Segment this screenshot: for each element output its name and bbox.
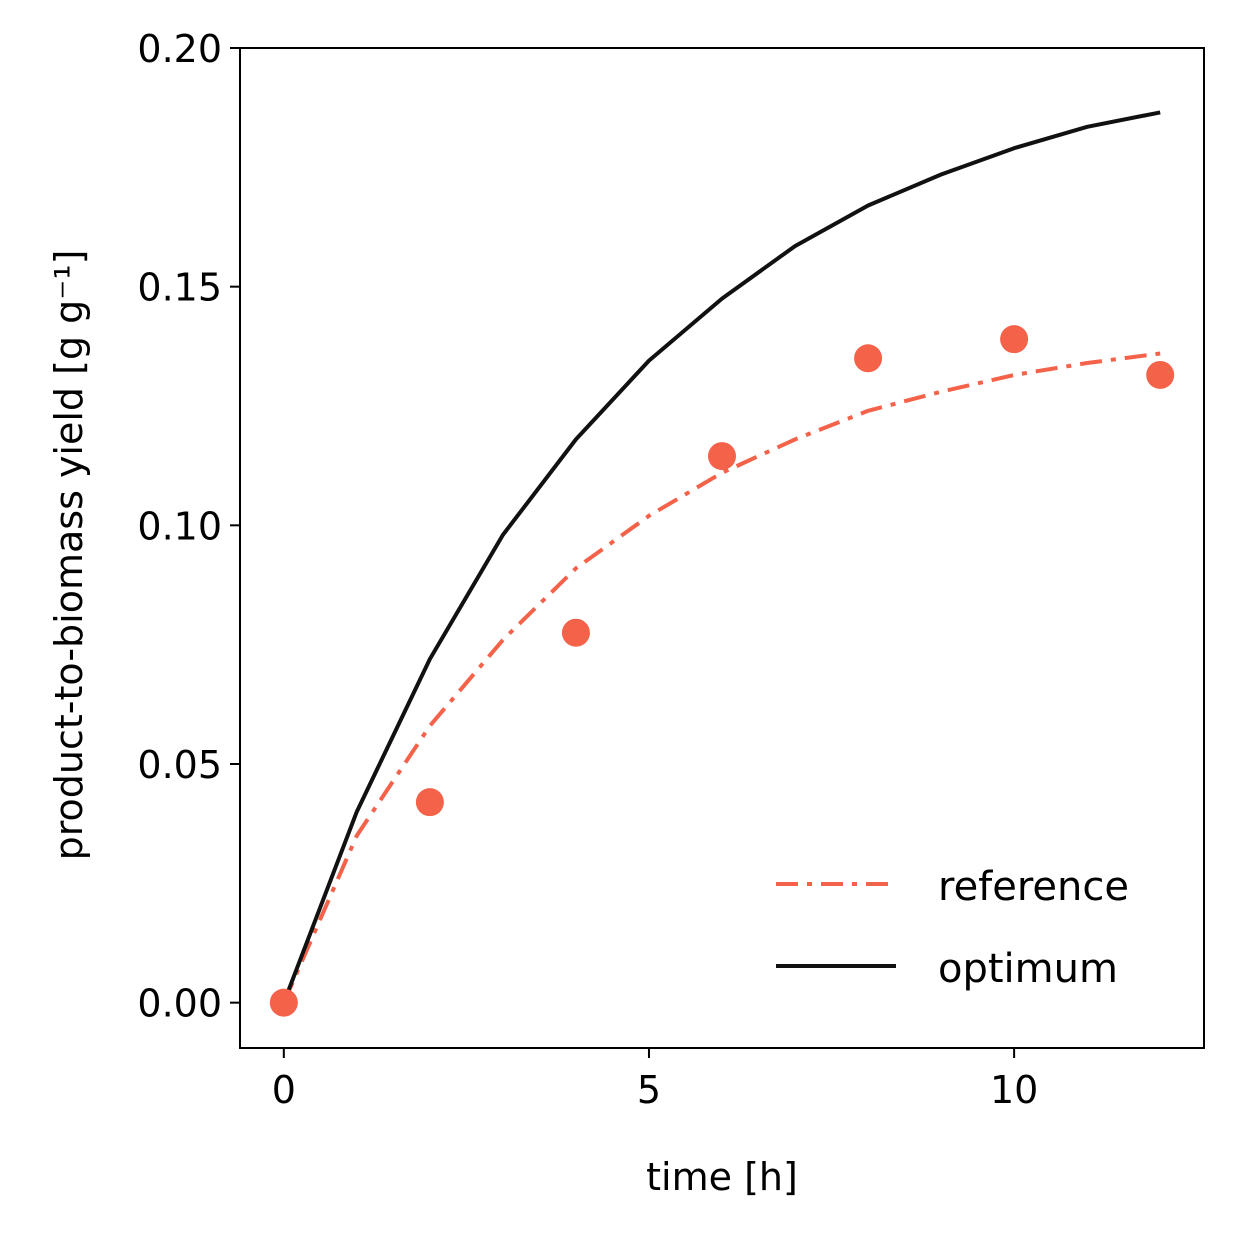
plot-background [240, 48, 1204, 1048]
x-tick-label: 5 [637, 1068, 661, 1112]
y-tick-label: 0.20 [137, 27, 222, 71]
x-axis-label: time [h] [646, 1155, 798, 1199]
legend-label-reference: reference [938, 864, 1129, 910]
data-point [854, 344, 883, 373]
scatter-points-layer [269, 325, 1175, 1017]
y-tick-label: 0.15 [137, 266, 222, 310]
y-tick-label: 0.10 [137, 504, 222, 548]
y-tick-label: 0.00 [137, 982, 222, 1026]
series-layer [281, 110, 1161, 1004]
y-axis-ticks: 0.00 0.05 0.10 0.15 0.20 [137, 27, 240, 1026]
x-tick-label: 10 [990, 1068, 1038, 1112]
y-axis-label: product-to-biomass yield [g g⁻¹] [47, 250, 91, 861]
data-point [415, 788, 444, 817]
data-point [269, 988, 298, 1017]
series-line-optimum [281, 110, 1161, 1004]
data-point [561, 618, 590, 647]
plot-frame [239, 47, 1205, 1049]
data-point [1000, 325, 1029, 354]
data-point [708, 442, 736, 471]
x-axis-ticks: 0 5 10 [272, 1048, 1038, 1112]
x-tick-label: 0 [272, 1068, 296, 1112]
data-point [1146, 360, 1175, 389]
legend: reference optimum [776, 864, 1129, 992]
legend-label-optimum: optimum [938, 946, 1118, 992]
y-tick-label: 0.05 [137, 743, 222, 787]
